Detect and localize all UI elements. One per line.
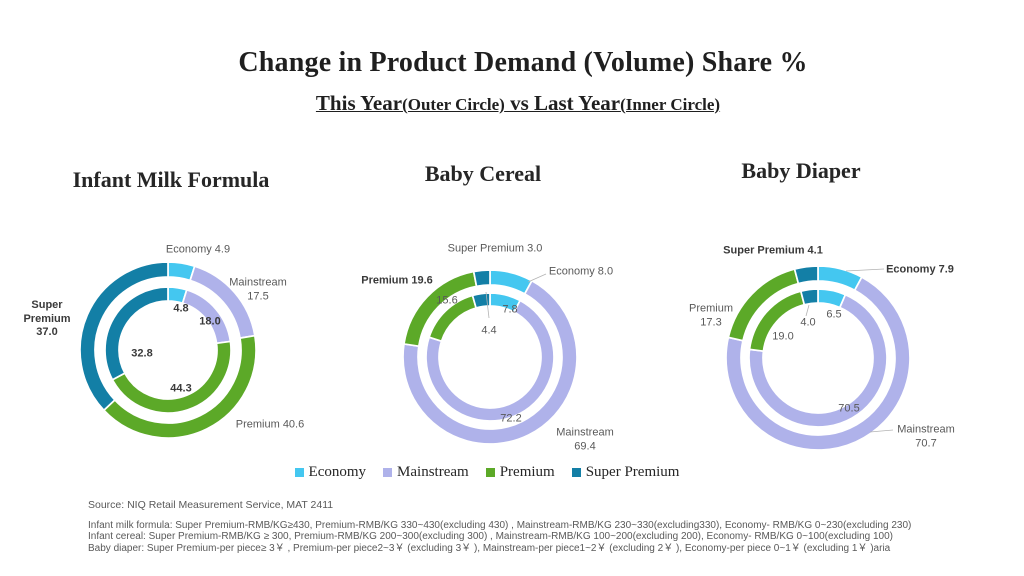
legend-label: Super Premium <box>585 464 680 480</box>
infant-milk-formula-premium-inner-slice <box>111 340 232 414</box>
baby-diaper-label-mainstream-outer: Mainstream 70.7 <box>897 423 955 450</box>
baby-cereal-mainstream-inner-slice <box>425 299 555 422</box>
baby-diaper-leader-line-1 <box>805 304 810 317</box>
baby-cereal-leader-line-1 <box>485 291 490 319</box>
baby-diaper-mainstream-inner-slice <box>748 293 888 428</box>
baby-cereal-label-super-premium-outer: Super Premium 3.0 <box>447 242 543 255</box>
source-note: Source: NIQ Retail Measurement Service, … <box>88 499 334 511</box>
baby-cereal-label-economy-inner: 7.8 <box>502 303 518 316</box>
baby-cereal-super-premium-outer-slice <box>472 269 491 288</box>
legend-item-mainstream: Mainstream <box>383 464 469 481</box>
baby-diaper-label-economy-outer: Economy 7.9 <box>886 263 954 276</box>
subtitle-inner-circle: (Inner Circle) <box>620 95 721 114</box>
chart-title-baby-diaper: Baby Diaper <box>741 158 861 183</box>
baby-diaper-leader-line-0 <box>845 268 885 272</box>
baby-cereal-economy-outer-slice <box>489 269 534 296</box>
baby-diaper-label-premium-outer: Premium 17.3 <box>688 302 734 329</box>
subtitle-vs-last-year: vs Last Year <box>504 91 621 115</box>
legend-item-premium: Premium <box>485 464 555 481</box>
baby-diaper-super-premium-outer-slice <box>793 265 819 285</box>
footnote-baby-diaper: Baby diaper: Super Premium-per piece≥ 3￥… <box>88 542 891 554</box>
infant-milk-formula-label-economy-outer: Economy 4.9 <box>165 243 231 256</box>
chart-title-infant-milk-formula: Infant Milk Formula <box>72 167 270 192</box>
legend-label: Mainstream <box>397 464 469 480</box>
legend: Economy Mainstream Premium Super Premium <box>0 464 974 481</box>
legend-swatch-super-premium <box>571 468 581 477</box>
baby-diaper-label-premium-inner: 19.0 <box>772 330 794 343</box>
baby-diaper-label-economy-inner: 6.5 <box>826 308 842 321</box>
baby-cereal-label-mainstream-inner: 72.2 <box>500 412 522 425</box>
page-subtitle: This Year(Outer Circle) vs Last Year(Inn… <box>12 91 1024 116</box>
subtitle-text: This Year(Outer Circle) vs Last Year(Inn… <box>316 91 721 115</box>
subtitle-this-year: This Year <box>315 91 403 115</box>
baby-cereal-label-economy-outer: Economy 8.0 <box>548 265 614 278</box>
baby-cereal-super-premium-inner-slice <box>471 292 491 309</box>
legend-label: Economy <box>308 464 367 480</box>
baby-cereal-label-super-premium-inner: 4.4 <box>481 324 497 337</box>
infant-milk-formula-super-premium-inner-slice <box>104 286 169 381</box>
chart-title-baby-cereal: Baby Cereal <box>424 161 542 186</box>
baby-diaper-economy-outer-slice <box>817 265 863 292</box>
footnote-infant-cereal: Infant cereal: Super Premium-RMB/KG ≥ 30… <box>88 531 894 543</box>
page-title: Change in Product Demand (Volume) Share … <box>238 47 808 78</box>
subtitle-outer-circle: (Outer Circle) <box>402 95 505 114</box>
infant-milk-formula-label-mainstream-outer: Mainstream 17.5 <box>229 276 287 303</box>
legend-swatch-mainstream <box>383 468 393 477</box>
baby-diaper-mainstream-outer-slice <box>725 275 911 451</box>
footnotes: Infant milk formula: Super Premium-RMB/K… <box>88 520 911 554</box>
baby-diaper-label-super-premium-inner: 4.0 <box>800 316 816 329</box>
baby-cereal-label-mainstream-outer: Mainstream 69.4 <box>556 426 614 453</box>
infant-milk-formula-label-mainstream-inner: 18.0 <box>199 315 221 328</box>
infant-milk-formula-super-premium-outer-slice <box>79 261 169 412</box>
legend-item-economy: Economy <box>294 464 367 481</box>
legend-swatch-premium <box>485 468 495 477</box>
baby-diaper-label-mainstream-inner: 70.5 <box>838 402 860 415</box>
infant-milk-formula-label-economy-inner: 4.8 <box>173 302 189 315</box>
legend-swatch-economy <box>294 468 304 477</box>
infant-milk-formula-label-premium-inner: 44.3 <box>170 382 192 395</box>
baby-diaper-leader-line-2 <box>869 429 894 433</box>
infant-milk-formula-label-super-premium-outer: Super Premium 37.0 <box>23 298 71 338</box>
baby-cereal-label-premium-inner: 15.6 <box>436 294 458 307</box>
baby-cereal-leader-line-0 <box>527 273 547 283</box>
legend-item-super-premium: Super Premium <box>571 464 680 481</box>
baby-diaper-label-super-premium-outer: Super Premium 4.1 <box>723 244 823 257</box>
baby-cereal-label-premium-outer: Premium 19.6 <box>361 274 433 287</box>
infant-milk-formula-label-premium-outer: Premium 40.6 <box>235 418 305 431</box>
baby-diaper-super-premium-inner-slice <box>799 288 819 306</box>
legend-label: Premium <box>499 464 555 480</box>
infant-milk-formula-label-super-premium-inner: 32.8 <box>131 347 153 360</box>
footnote-infant-milk-formula: Infant milk formula: Super Premium-RMB/K… <box>88 520 912 531</box>
